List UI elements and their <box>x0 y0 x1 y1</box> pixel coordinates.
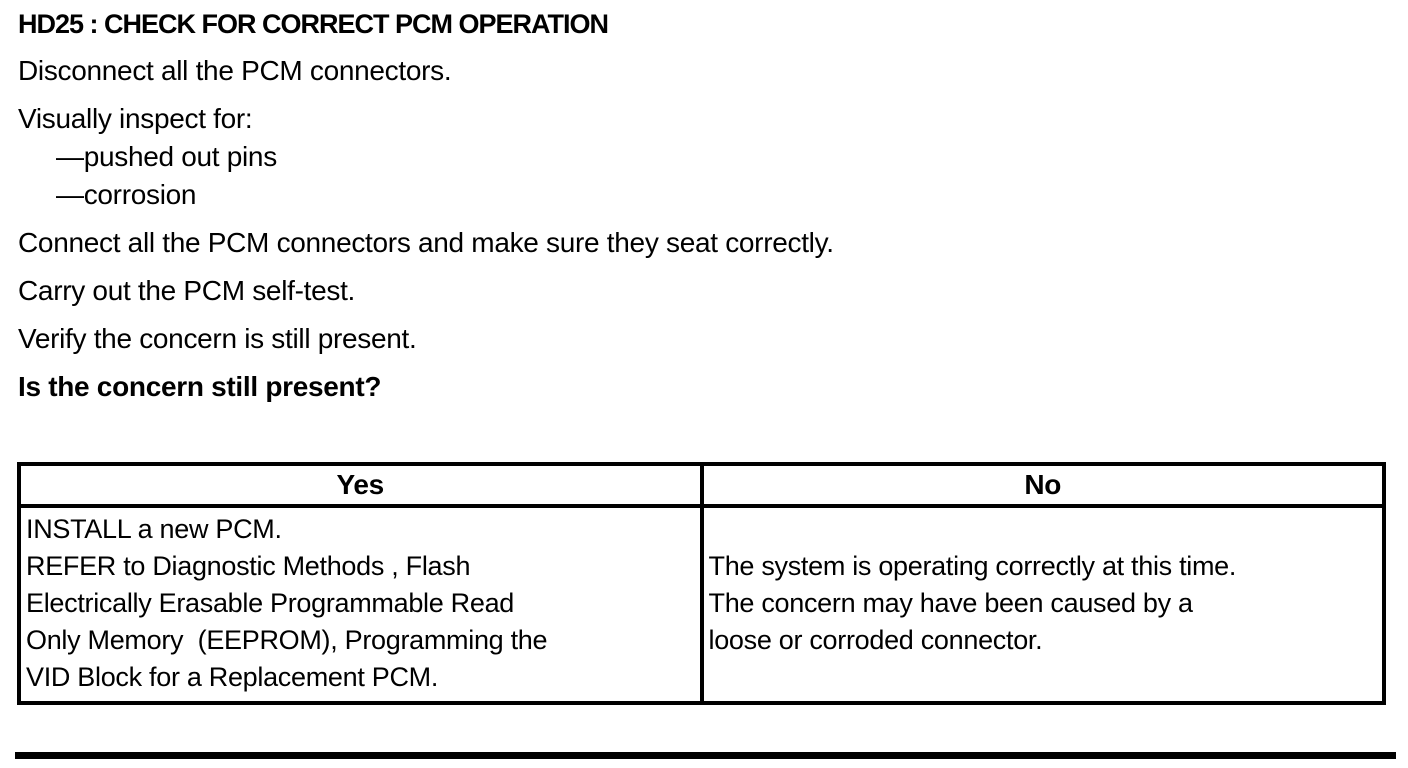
step-disconnect-connectors: Disconnect all the PCM connectors. <box>18 55 452 86</box>
step-visually-inspect: Visually inspect for: <box>18 103 253 134</box>
decision-table-header-row: Yes No <box>17 462 1386 508</box>
yes-column-header: Yes <box>17 462 704 508</box>
decision-table: Yes No INSTALL a new PCM. REFER to Diagn… <box>17 462 1386 705</box>
no-action-line: The concern may have been caused by a <box>708 588 1194 618</box>
decision-table-body-row: INSTALL a new PCM. REFER to Diagnostic M… <box>17 504 1386 705</box>
procedure-page: HD25 : CHECK FOR CORRECT PCM OPERATION D… <box>15 8 1396 759</box>
procedure-title: HD25 : CHECK FOR CORRECT PCM OPERATION <box>18 9 609 39</box>
yes-action-line: Only Memory (EEPROM), Programming the <box>26 625 548 655</box>
yes-action-line: REFER to Diagnostic Methods , Flash <box>26 551 471 581</box>
no-action-cell: The system is operating correctly at thi… <box>699 504 1386 705</box>
step-connect-connectors: Connect all the PCM connectors and make … <box>18 227 834 258</box>
yes-action-line: VID Block for a Replacement PCM. <box>26 662 439 692</box>
yes-action-line: INSTALL a new PCM. <box>26 514 282 544</box>
yes-action-line: Electrically Erasable Programmable Read <box>26 588 515 618</box>
page-divider-rule <box>15 752 1396 759</box>
no-action-line: The system is operating correctly at thi… <box>708 551 1237 581</box>
yes-action-cell: INSTALL a new PCM. REFER to Diagnostic M… <box>17 504 704 705</box>
no-column-header: No <box>699 462 1386 508</box>
decision-question: Is the concern still present? <box>18 371 382 402</box>
no-action-line: loose or corroded connector. <box>708 625 1043 655</box>
step-verify-concern: Verify the concern is still present. <box>18 323 417 354</box>
inspect-item-corrosion: —corrosion <box>56 179 197 210</box>
step-pcm-self-test: Carry out the PCM self-test. <box>18 275 356 306</box>
inspect-item-pushed-out-pins: —pushed out pins <box>56 141 277 172</box>
